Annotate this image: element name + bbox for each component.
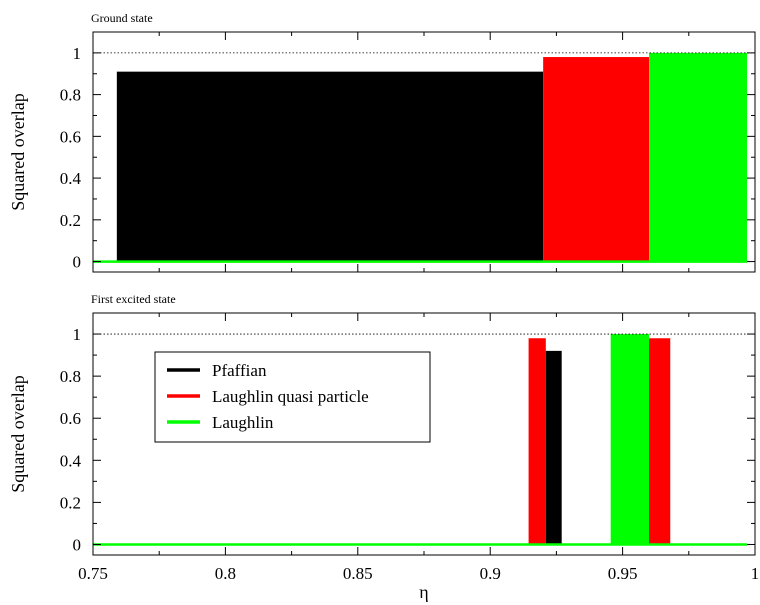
y-tick-label: 0.2	[60, 211, 81, 230]
bar-pfaffian	[545, 350, 562, 545]
panel-title: Ground state	[91, 11, 153, 25]
x-tick-label: 0.85	[343, 564, 373, 583]
y-tick-label: 0.8	[60, 367, 81, 386]
panel-first-excited-state: First excited state 0 0.2 0.4 0.6 0.8 1 0.75 0.8…	[8, 292, 759, 583]
legend-label-laughlin: Laughlin	[212, 413, 274, 432]
bar-laughlin-quasi-particle	[543, 57, 650, 262]
y-tick-label: 0	[73, 253, 82, 272]
x-tick-label: 0.8	[215, 564, 236, 583]
x-tick-label: 1	[751, 564, 760, 583]
y-tick-label: 0.4	[60, 451, 82, 470]
y-tick-label: 1	[73, 325, 82, 344]
y-tick-label: 0.2	[60, 493, 81, 512]
bar-laughlin-quasi-particle	[528, 338, 546, 545]
x-tick-label: 0.75	[78, 564, 108, 583]
y-tick-label: 0.4	[60, 169, 82, 188]
legend: Pfaffian Laughlin quasi particle Laughlin	[154, 351, 431, 443]
y-tick-label: 0.6	[60, 409, 81, 428]
x-tick-label: 0.9	[480, 564, 501, 583]
y-tick-label: 0	[73, 535, 82, 554]
bar-laughlin	[649, 52, 748, 262]
y-axis-title: Squared overlap	[8, 93, 28, 210]
legend-label-pfaffian: Pfaffian	[212, 361, 267, 380]
bar-laughlin-quasi-particle	[649, 338, 671, 545]
x-axis-title: η	[419, 582, 428, 602]
y-tick-label: 0.6	[60, 127, 81, 146]
y-tick-label: 0.8	[60, 86, 81, 105]
x-tick-label: 0.95	[608, 564, 638, 583]
legend-box	[154, 351, 431, 443]
panel-ground-state: Ground state 0 0.2 0.4 0.6 0.8 1 Squared overla…	[8, 11, 756, 273]
y-axis-title: Squared overlap	[8, 375, 28, 492]
y-tick-label: 1	[73, 44, 82, 63]
bar-laughlin	[610, 334, 650, 545]
legend-label-laughlin-quasi-particle: Laughlin quasi particle	[212, 387, 369, 406]
bar-pfaffian	[116, 71, 544, 262]
panel-title: First excited state	[91, 292, 176, 306]
